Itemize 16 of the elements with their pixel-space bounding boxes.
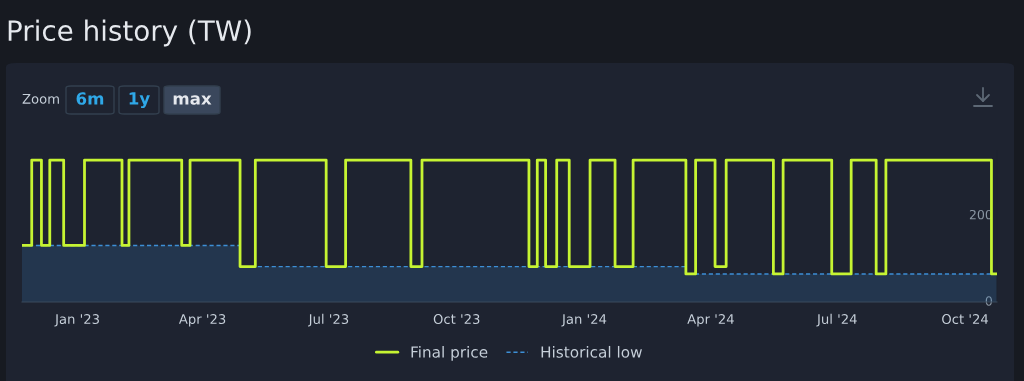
x-tick-label: Jul '23 xyxy=(308,313,349,327)
legend-label: Historical low xyxy=(541,345,642,358)
chart-title: Price history (TW) xyxy=(8,19,251,47)
text: max xyxy=(173,95,212,105)
x-tick-label: Jan '24 xyxy=(561,314,607,327)
y-tick-label: 0 xyxy=(985,296,992,306)
legend-label: Final price xyxy=(411,345,488,361)
text: 6m xyxy=(76,92,104,105)
x-tick-label: Oct '23 xyxy=(433,314,480,325)
x-tick-label: Apr '24 xyxy=(687,314,734,327)
text: 1y xyxy=(129,92,150,109)
x-tick-label: Oct '24 xyxy=(942,314,989,325)
x-tick-label: Jan '23 xyxy=(54,314,99,327)
text: Zoom xyxy=(22,94,59,104)
x-tick-label: Jul '24 xyxy=(816,313,857,327)
x-tick-label: Apr '23 xyxy=(178,314,226,327)
